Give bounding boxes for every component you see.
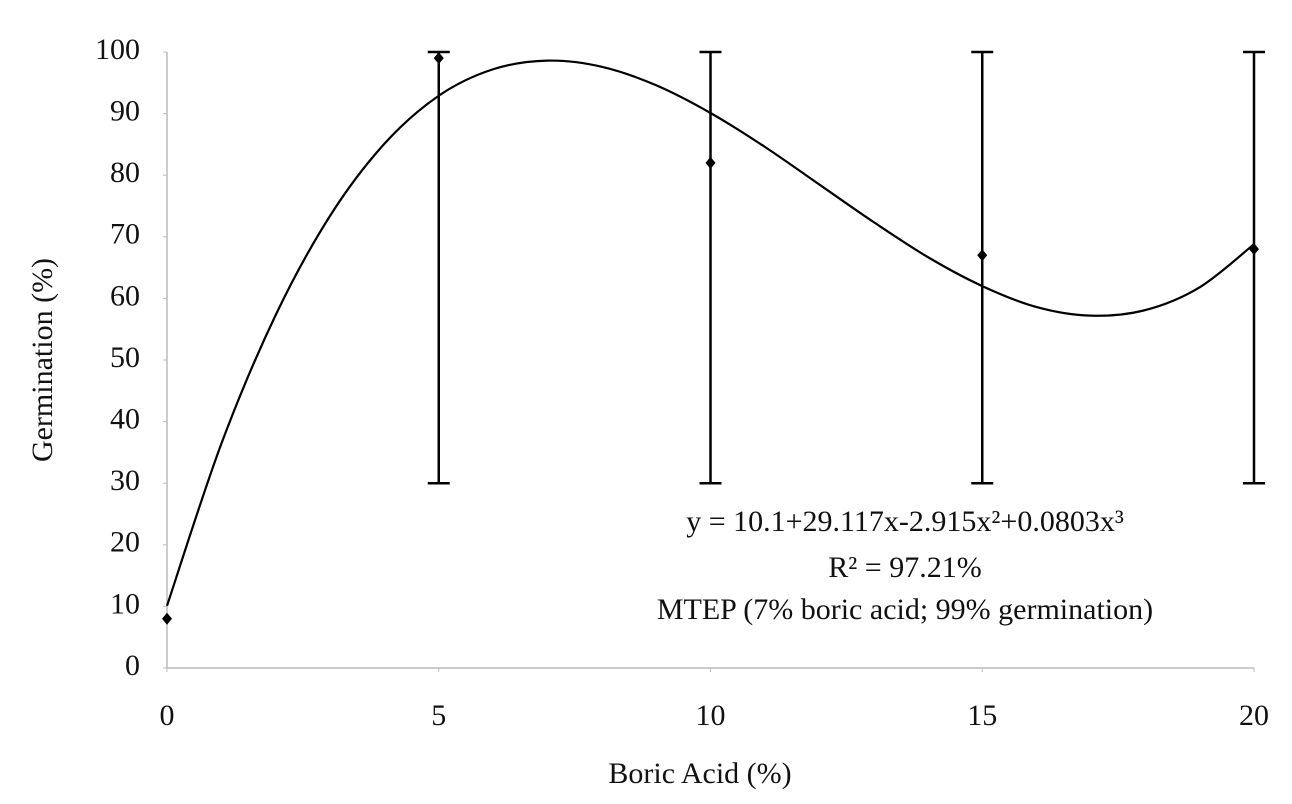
fit-curve: [165, 59, 1255, 607]
x-axis-label: Boric Acid (%): [608, 757, 791, 790]
y-tick-label: 60: [110, 279, 140, 312]
x-tick-label: 15: [967, 699, 997, 732]
y-tick-label: 70: [110, 218, 140, 251]
y-tick-label: 80: [110, 156, 140, 189]
y-axis-label: Germination (%): [26, 258, 59, 462]
data-point: [433, 52, 444, 65]
x-tick-label: 0: [160, 699, 175, 732]
y-tick-label: 10: [110, 587, 140, 620]
y-tick-label: 30: [110, 464, 140, 497]
y-tick-label: 90: [110, 94, 140, 127]
data-point: [162, 612, 172, 625]
x-tick-label: 5: [431, 699, 446, 732]
x-tick-label: 20: [1239, 699, 1269, 732]
y-tick-label: 50: [110, 341, 140, 374]
y-tick-label: 20: [110, 526, 140, 559]
y-tick-label: 40: [110, 402, 140, 435]
r-squared: R² = 97.21%: [828, 551, 981, 584]
equation: y = 10.1+29.117x-2.915x²+0.0803x³: [686, 505, 1124, 538]
data-point: [977, 249, 988, 262]
y-tick-label: 100: [95, 33, 140, 66]
data-point: [1249, 243, 1259, 256]
x-tick-label: 10: [696, 699, 726, 732]
mtep-note: MTEP (7% boric acid; 99% germination): [657, 593, 1153, 626]
y-tick-label: 0: [125, 649, 140, 682]
data-point: [705, 156, 716, 169]
